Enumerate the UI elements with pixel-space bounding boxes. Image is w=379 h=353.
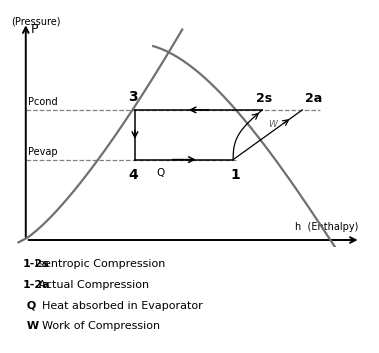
Text: Heat absorbed in Evaporator: Heat absorbed in Evaporator: [35, 301, 203, 311]
Text: 1-2a: 1-2a: [23, 280, 50, 290]
Text: 2a: 2a: [305, 92, 322, 105]
Text: (Pressure): (Pressure): [11, 17, 61, 26]
Text: 1: 1: [230, 168, 240, 182]
Text: Pevap: Pevap: [28, 147, 57, 157]
Text: 2s: 2s: [256, 92, 272, 105]
Text: 4: 4: [128, 168, 138, 182]
Text: Q: Q: [23, 301, 44, 311]
Text: W: W: [23, 321, 47, 331]
Text: Q: Q: [157, 168, 165, 178]
Text: h  (Enthalpy): h (Enthalpy): [295, 222, 359, 232]
Text: Pcond: Pcond: [28, 97, 57, 107]
Text: Work of Compression: Work of Compression: [35, 321, 160, 331]
Text: W: W: [268, 120, 277, 128]
Text: Isentropic Compression: Isentropic Compression: [35, 258, 165, 269]
Text: P: P: [31, 23, 39, 36]
Text: 3: 3: [128, 90, 138, 104]
Text: Actual Compression: Actual Compression: [35, 280, 149, 290]
Text: 1-2s: 1-2s: [23, 258, 50, 269]
